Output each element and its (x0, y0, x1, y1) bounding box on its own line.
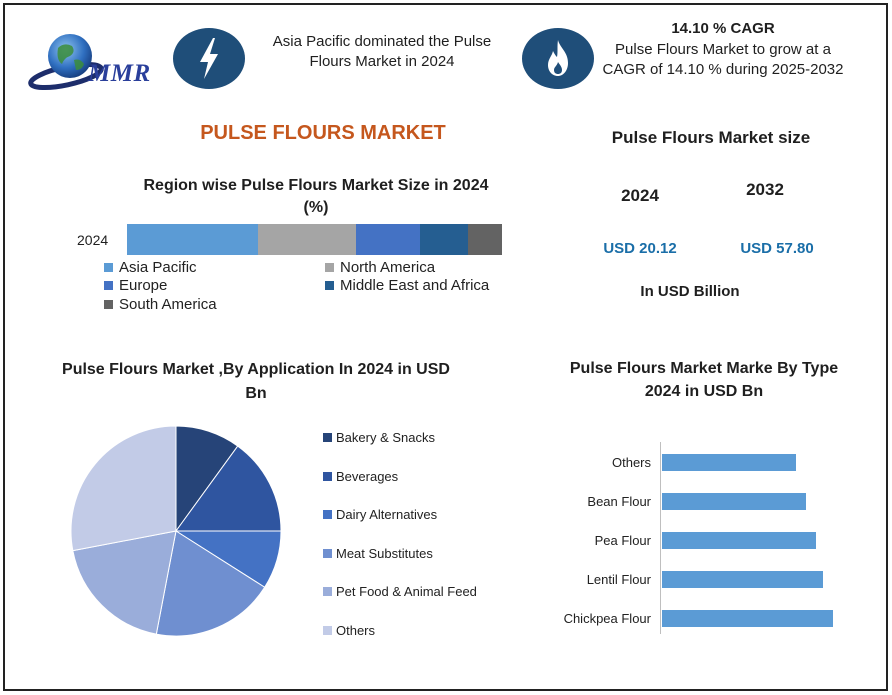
pie-slice-pet-food-animal-feed (72, 530, 177, 635)
legend-south-america: South America (104, 296, 217, 313)
lightning-icon (200, 38, 218, 79)
region-segment-europe (355, 224, 420, 255)
value-2032: USD 57.80 (740, 240, 814, 257)
type-label-lentil-flour: Lentil Flour (586, 572, 651, 587)
legend-swatch (323, 626, 332, 635)
legend-swatch (323, 433, 332, 442)
cagr-title: 14.10 % CAGR (671, 20, 775, 37)
legend-north-america: North America (325, 259, 435, 276)
pie-legend-pet-food: Pet Food & Animal Feed (323, 584, 477, 599)
region-segment-north-america (258, 224, 356, 255)
legend-middle-east-africa: Middle East and Africa (325, 277, 489, 294)
legend-swatch (323, 587, 332, 596)
region-segment-asia-pacific (127, 224, 259, 255)
market-size-title: Pulse Flours Market size (611, 128, 811, 147)
year-2032: 2032 (746, 180, 784, 199)
legend-swatch (323, 472, 332, 481)
type-label-bean-flour: Bean Flour (587, 494, 651, 509)
region-chart-title: Region wise Pulse Flours Market Size in … (143, 177, 489, 216)
legend-swatch (325, 281, 334, 290)
logo-text: MMR (88, 60, 151, 87)
pie-legend-bakery: Bakery & Snacks (323, 430, 435, 445)
pie-slice-beverages (175, 445, 282, 532)
application-pie-chart (70, 425, 282, 637)
legend-swatch (323, 510, 332, 519)
legend-swatch (104, 263, 113, 272)
type-bar-others (662, 454, 797, 471)
pie-slice-others (70, 425, 177, 552)
legend-swatch (104, 300, 113, 309)
legend-europe: Europe (104, 277, 167, 294)
legend-swatch (323, 549, 332, 558)
legend-label: Asia Pacific (119, 259, 197, 276)
legend-label: Meat Substitutes (336, 546, 433, 561)
pie-legend-others: Others (323, 623, 375, 638)
pie-legend-beverages: Beverages (323, 469, 398, 484)
legend-label: Pet Food & Animal Feed (336, 584, 477, 599)
pie-legend-meat: Meat Substitutes (323, 546, 433, 561)
legend-label: North America (340, 259, 436, 276)
year-2024: 2024 (621, 186, 659, 205)
region-stacked-bar (127, 224, 502, 255)
legend-asia-pacific: Asia Pacific (104, 259, 197, 276)
mmr-logo (28, 34, 104, 91)
value-2024: USD 20.12 (603, 240, 677, 257)
type-chart-title: Pulse Flours Market Marke By Type 2024 i… (569, 360, 839, 400)
legend-label: South America (119, 296, 217, 313)
type-label-others: Others (611, 455, 651, 470)
application-chart-title: Pulse Flours Market ,By Application In 2… (62, 361, 450, 402)
legend-swatch (104, 281, 113, 290)
cagr-text: Pulse Flours Market to grow at a CAGR of… (602, 41, 844, 78)
legend-label: Dairy Alternatives (336, 507, 438, 522)
lightning-badge (173, 28, 245, 89)
type-bar-bean-flour (662, 493, 807, 510)
main-title: PULSE FLOURS MARKET (200, 122, 446, 144)
region-segment-south-america (468, 224, 502, 255)
flame-icon (548, 40, 568, 76)
legend-label: Beverages (336, 469, 399, 484)
region-category-label: 2024 (77, 232, 109, 248)
legend-label: Middle East and Africa (340, 277, 490, 294)
pie-legend-dairy: Dairy Alternatives (323, 507, 437, 522)
type-bar-pea-flour (662, 532, 817, 549)
type-chart-axis (660, 442, 661, 634)
type-bar-lentil-flour (662, 571, 823, 588)
legend-swatch (325, 263, 334, 272)
legend-label: Europe (119, 277, 168, 294)
type-label-pea-flour: Pea Flour (594, 533, 651, 548)
headline-left: Asia Pacific dominated the Pulse Flours … (272, 33, 492, 70)
unit-label: In USD Billion (640, 283, 740, 300)
flame-badge (522, 28, 594, 89)
legend-label: Bakery & Snacks (336, 430, 435, 445)
type-bar-chickpea-flour (662, 610, 833, 627)
type-label-chickpea-flour: Chickpea Flour (563, 611, 651, 626)
legend-label: Others (336, 623, 376, 638)
region-segment-middle-east-and-africa (419, 224, 469, 255)
pie-slice-meat-substitutes (155, 530, 266, 637)
